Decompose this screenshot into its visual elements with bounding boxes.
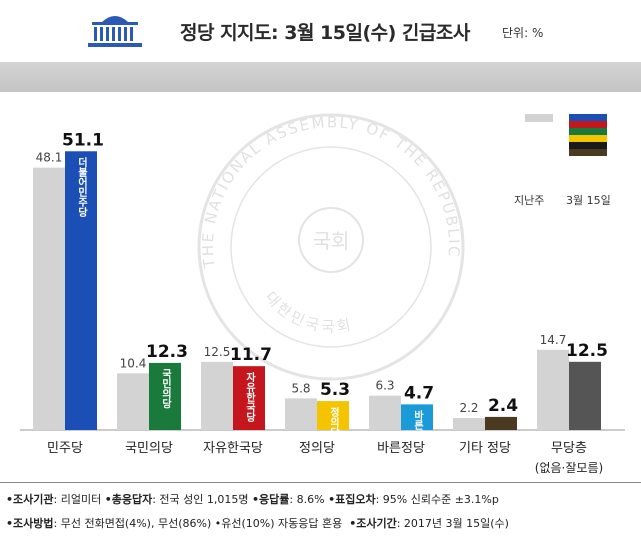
category-label: 정의당 xyxy=(299,441,335,456)
watermark-inner-text: 대한민국국회 xyxy=(261,288,351,336)
bar-cur xyxy=(401,404,433,430)
category-label: 무당층 xyxy=(551,441,587,456)
bar-prev xyxy=(201,361,233,430)
value-label-cur: 12.5 xyxy=(566,341,608,361)
bar-chart: THE NATIONAL ASSEMBLY OF THE REPUBLIC OF… xyxy=(0,92,625,475)
category-label: 기타 정당 xyxy=(459,441,511,456)
footer-line-1: •조사기관: 리얼미터 •총응답자: 전국 성인 1,015명 •응답률: 8.… xyxy=(6,491,499,507)
value-label-cur: 11.7 xyxy=(230,345,272,365)
value-label-prev: 5.8 xyxy=(291,381,310,395)
chart-area: THE NATIONAL ASSEMBLY OF THE REPUBLIC OF… xyxy=(0,92,641,482)
party-logo-label: 자유한국당 xyxy=(244,371,256,423)
value-label-cur: 12.3 xyxy=(146,342,188,362)
value-label-prev: 14.7 xyxy=(540,333,567,347)
category-label: 바른정당 xyxy=(377,441,425,456)
value-label-prev: 2.2 xyxy=(459,401,478,415)
category-label: 국민의당 xyxy=(125,441,173,456)
legend-swatch-prev xyxy=(525,114,553,122)
header-band xyxy=(0,62,641,92)
value-label-prev: 12.5 xyxy=(204,345,231,359)
bar-cur xyxy=(149,362,181,430)
bar-prev xyxy=(33,167,65,430)
unit-label: 단위: % xyxy=(502,26,544,40)
bar-cur xyxy=(317,401,349,430)
party-logo-label: 국민의당 xyxy=(160,369,172,410)
footer-value: : 95% 신뢰수준 ±3.1%p xyxy=(375,493,499,506)
bar-prev xyxy=(453,418,485,430)
legend-swatch-cur xyxy=(569,114,607,121)
footer-label: •조사기관 xyxy=(6,493,54,506)
footer-label: •조사기간 xyxy=(349,517,397,530)
national-assembly-logo-icon xyxy=(88,16,142,47)
bar-prev xyxy=(285,398,317,430)
value-label-cur: 5.3 xyxy=(320,380,350,400)
svg-text:대한민국국회: 대한민국국회 xyxy=(261,288,354,336)
value-label-cur: 2.4 xyxy=(488,396,518,416)
legend-label-prev: 지난주 xyxy=(514,194,545,207)
header: 정당 지지도: 3월 15일(수) 긴급조사 단위: % xyxy=(0,0,641,62)
party-logo-label: 바른정당 xyxy=(412,409,424,451)
footer-value: : 8.6% xyxy=(289,493,325,506)
legend xyxy=(525,114,607,156)
bar-prev xyxy=(117,373,149,430)
bar-prev xyxy=(537,349,569,430)
party-logo-label: 더불어민주당 xyxy=(76,156,88,218)
footer-value: : 2017년 3월 15일(수) xyxy=(396,517,509,530)
watermark-center-text: 국회 xyxy=(313,229,350,253)
legend-label-cur: 3월 15일 xyxy=(566,194,611,207)
party-logo-label: 정의당 xyxy=(328,406,340,438)
page-title: 정당 지지도: 3월 15일(수) 긴급조사 xyxy=(180,22,470,44)
bar-prev xyxy=(369,395,401,430)
bar-cur xyxy=(233,366,265,430)
footer-value: : 무선 전화면접(4%), 무선(86%) •유선(10%) 자동응답 혼용 xyxy=(53,517,343,530)
footer-line-2: •조사방법: 무선 전화면접(4%), 무선(86%) •유선(10%) 자동응… xyxy=(6,515,509,531)
footer-label: •표집오차 xyxy=(328,493,376,506)
footer-value: : 리얼미터 xyxy=(53,493,102,506)
category-label: 자유한국당 xyxy=(203,441,263,456)
value-label-cur: 4.7 xyxy=(404,383,434,403)
bar-cur xyxy=(65,151,97,430)
value-label-cur: 51.1 xyxy=(62,130,104,150)
bar-cur xyxy=(485,416,517,430)
footer: •조사기관: 리얼미터 •총응답자: 전국 성인 1,015명 •응답률: 8.… xyxy=(0,482,641,543)
footer-value: : 전국 성인 1,015명 xyxy=(152,493,249,506)
footer-label: •응답률 xyxy=(252,493,290,506)
category-label: 민주당 xyxy=(47,441,83,456)
footer-label: •조사방법 xyxy=(6,517,54,530)
value-label-prev: 6.3 xyxy=(375,379,394,393)
value-label-prev: 10.4 xyxy=(120,356,147,370)
footer-label: •총응답자 xyxy=(104,493,153,506)
value-label-prev: 48.1 xyxy=(36,151,63,165)
bar-cur xyxy=(569,361,601,430)
category-note: (없음·잘모름) xyxy=(535,461,603,475)
